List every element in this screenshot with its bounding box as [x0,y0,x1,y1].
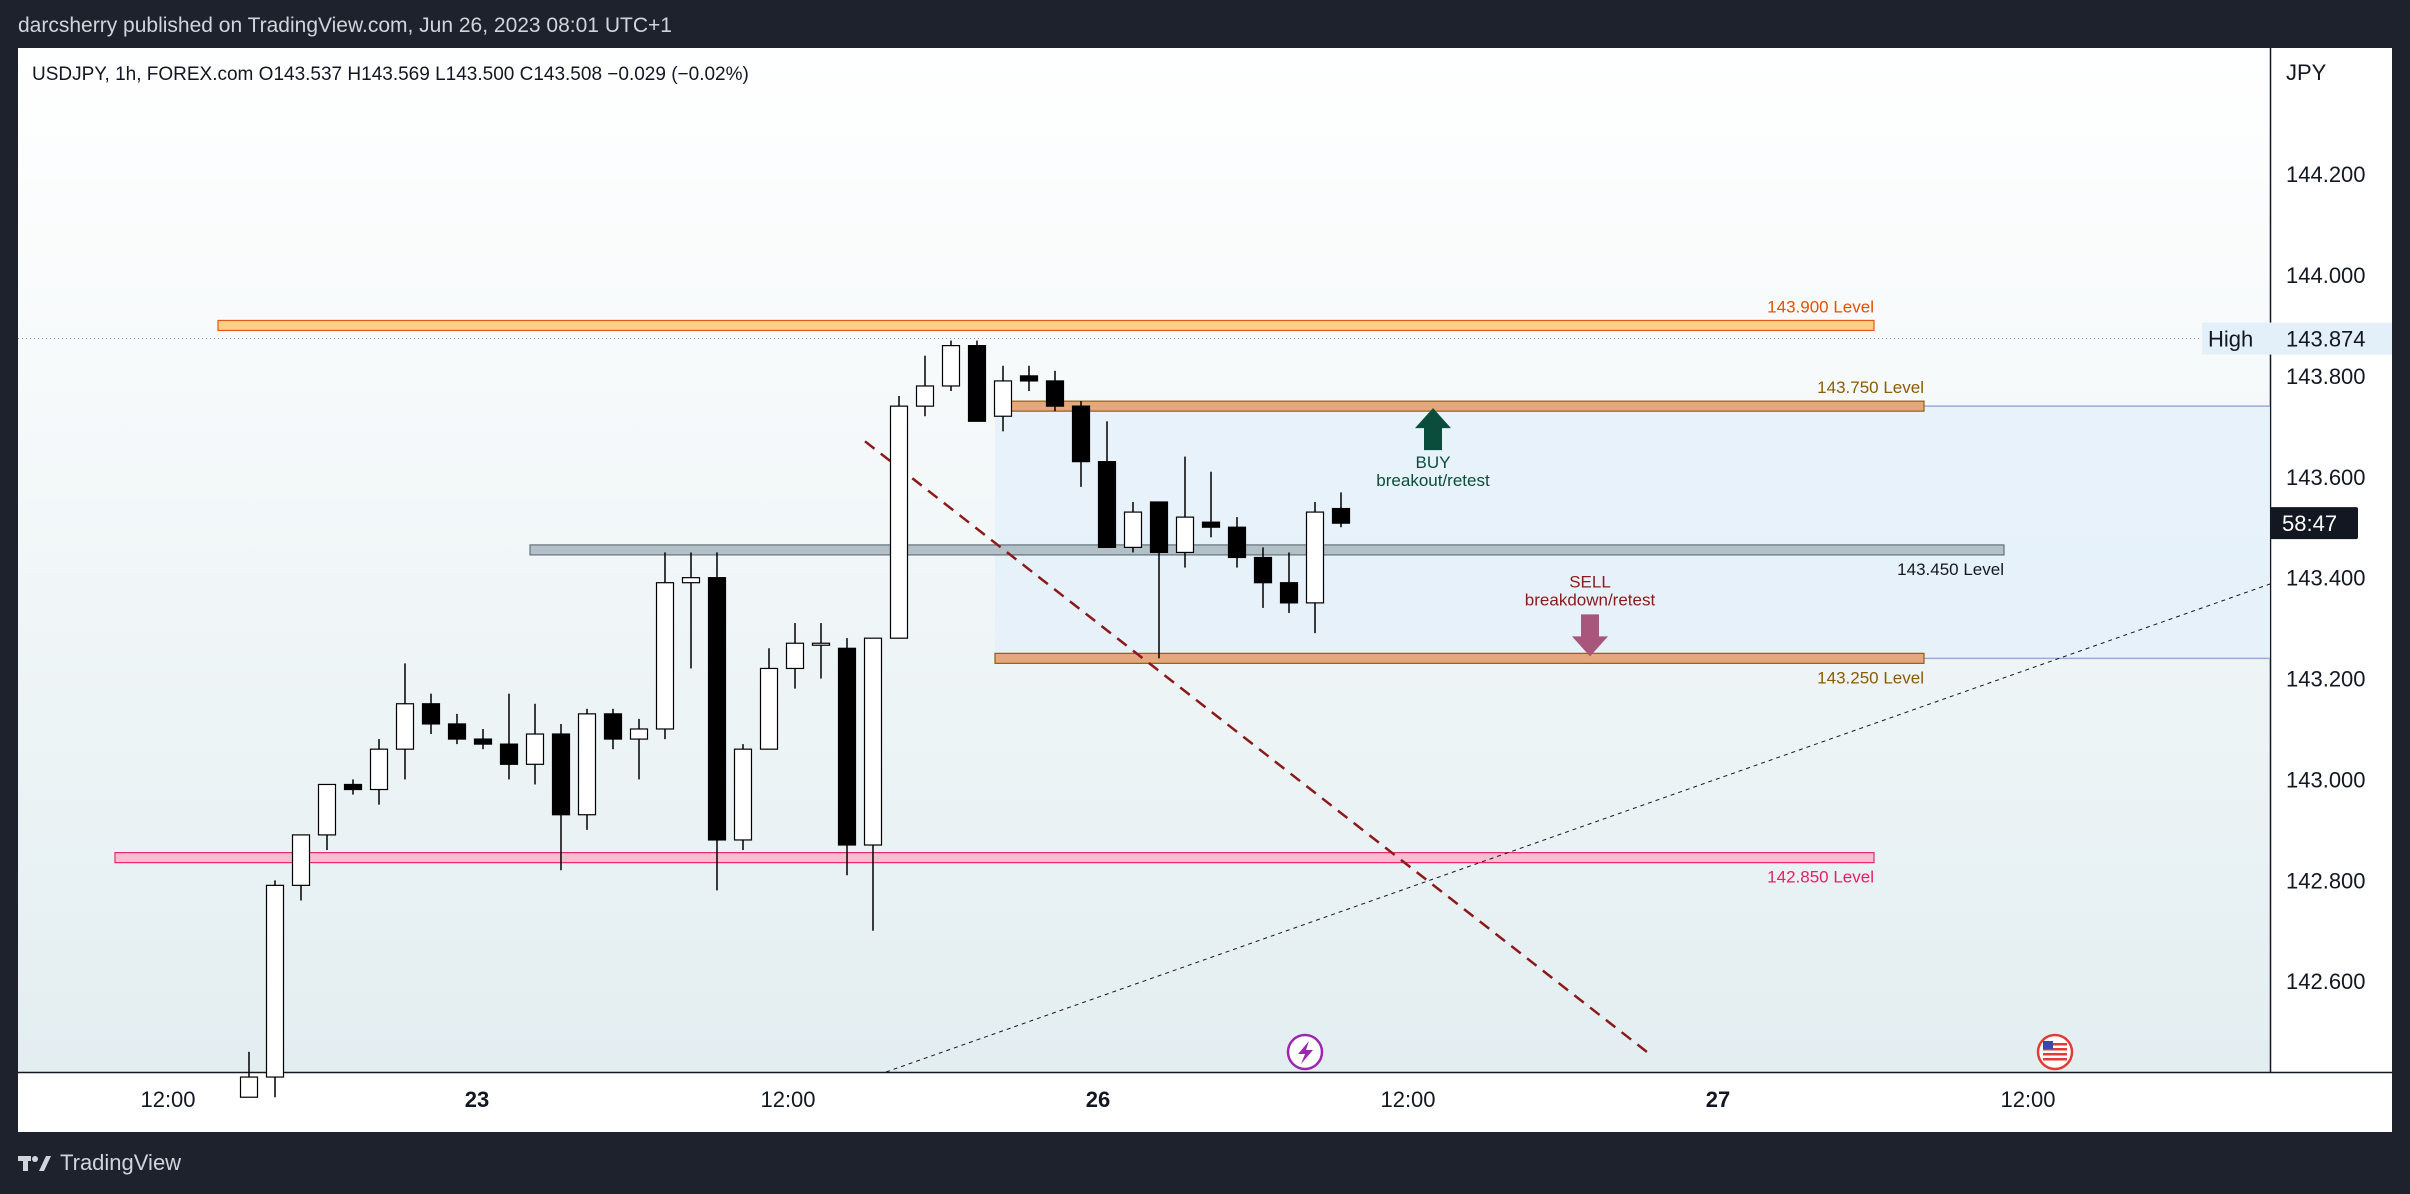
candle-up [811,642,831,646]
time-axis-background [18,1072,2392,1132]
candle-up [1175,516,1195,554]
lightning-event-icon [1286,1033,1324,1071]
candle-up [525,733,545,765]
footer-bar [0,1132,2410,1194]
publisher-bar: darcsherry published on TradingView.com,… [0,0,2410,48]
candle-down [1331,507,1351,524]
buy-sublabel: breakout/retest [1376,471,1490,490]
x-tick-label: 12:00 [2000,1087,2055,1112]
y-tick-label: 142.600 [2286,969,2366,994]
candle-up [291,834,311,886]
countdown-badge [2270,507,2358,540]
level-142850-label: 142.850 Level [1767,868,1874,887]
candle-down [1097,461,1117,548]
candle-up [655,582,675,730]
candle-up [785,642,805,670]
candle-down [603,713,623,740]
x-tick-label: 26 [1086,1087,1110,1112]
sell-sublabel: breakdown/retest [1525,590,1656,609]
level-band-1 [994,400,1925,412]
buy-label: BUY [1416,453,1451,472]
candle-up [681,577,701,584]
candle-down [1149,501,1169,554]
candle-down [1045,380,1065,407]
x-tick-label: 27 [1706,1087,1730,1112]
candle-up [369,748,389,791]
y-tick-label: 142.800 [2286,868,2366,893]
currency-label: JPY [2286,60,2327,85]
candle-down [551,733,571,816]
high-label: High [2208,327,2253,352]
candle-down [967,345,987,422]
level-143250-label: 143.250 Level [1817,668,1924,687]
level-band-0 [217,319,1875,332]
level-band-4 [114,852,1875,864]
y-tick-label: 143.400 [2286,566,2366,591]
candle-up [577,713,597,816]
high-value: 143.874 [2286,327,2366,352]
y-tick-label: 143.600 [2286,465,2366,490]
buy-arrow-icon [1415,408,1451,451]
brand-name: TradingView [60,1150,182,1175]
candles-group [239,340,1351,1098]
candle-up [733,748,753,841]
sell-arrow-icon [1572,614,1608,657]
candle-down [447,723,467,740]
level-143750-label: 143.750 Level [1817,378,1924,397]
descending-trendline [864,440,1652,1057]
level-143450-label: 143.450 Level [1897,560,2004,579]
trade-zone-rectangle [995,406,2270,659]
candle-down [473,738,493,745]
candle-down [1071,405,1091,463]
x-tick-label: 12:00 [1380,1087,1435,1112]
x-tick-label: 12:00 [140,1087,195,1112]
candle-down [421,703,441,725]
level-band-2 [529,544,2005,556]
candle-down [343,783,363,791]
candle-down [499,743,519,765]
us-flag-event-icon [2036,1033,2074,1071]
publisher-line: darcsherry published on TradingView.com,… [18,14,672,37]
x-tick-label: 12:00 [760,1087,815,1112]
sell-label: SELL [1569,572,1611,591]
candle-up [265,884,285,1078]
level-band-3 [994,652,1925,664]
high-badge [2202,322,2392,355]
candle-up [889,405,909,639]
candle-down [1201,521,1221,528]
candlestick-chart[interactable]: 143.900 Level 143.750 Level 143.450 Level 1… [18,48,2392,1132]
candle-up [759,667,779,750]
candle-up [1305,511,1325,604]
candle-down [1019,375,1039,382]
y-tick-label: 144.200 [2286,162,2366,187]
candle-down [1227,526,1247,559]
candle-up [1123,511,1143,548]
candle-down [1279,582,1299,604]
candle-up [863,637,883,846]
candle-up [317,783,337,836]
price-axis-background [2270,48,2392,1072]
tradingview-brand[interactable]: TradingView [18,1150,181,1176]
tradingview-logo-icon [18,1156,51,1171]
level-143900-label: 143.900 Level [1767,297,1874,316]
x-tick-label: 23 [465,1087,489,1112]
candle-up [239,1076,259,1098]
candle-down [1253,556,1273,584]
candle-up [941,345,961,387]
ohlc-legend: USDJPY, 1h, FOREX.com O143.537 H143.569 … [32,64,749,85]
y-tick-label: 143.000 [2286,767,2366,792]
countdown-label: 58:47 [2282,511,2337,536]
y-tick-label: 143.800 [2286,364,2366,389]
candle-down [837,647,857,846]
candle-up [395,703,415,750]
candle-up [629,728,649,740]
y-tick-label: 143.200 [2286,667,2366,692]
y-tick-label: 144.000 [2286,263,2366,288]
candle-up [993,380,1013,417]
candle-up [915,385,935,407]
chart-area[interactable]: 143.900 Level 143.750 Level 143.450 Level 1… [18,48,2392,1132]
candle-down [707,577,727,841]
